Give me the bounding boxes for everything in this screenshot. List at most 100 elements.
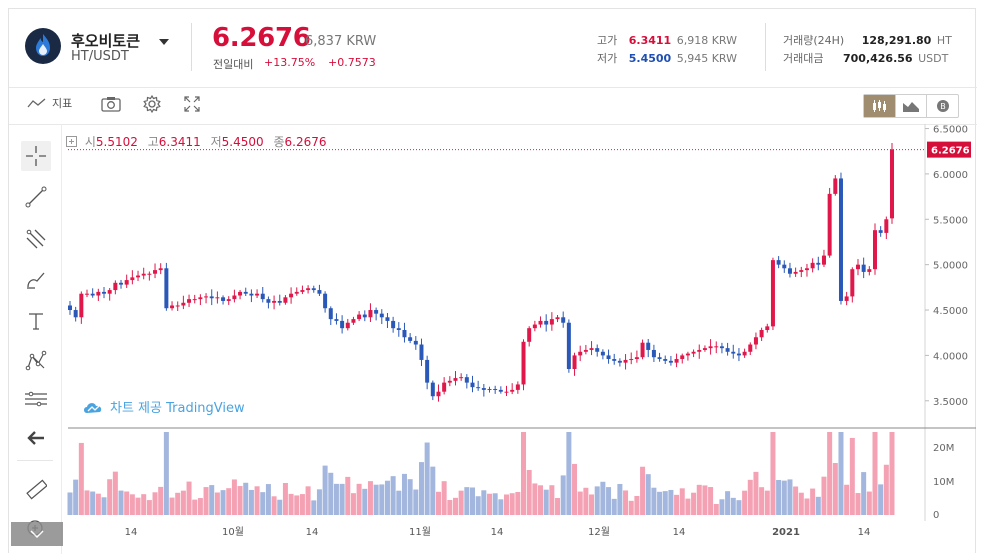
candle[interactable] <box>289 287 294 304</box>
candle[interactable] <box>566 319 571 373</box>
candle[interactable] <box>555 315 560 323</box>
candle[interactable] <box>306 285 311 294</box>
candle[interactable] <box>192 294 197 304</box>
candle[interactable] <box>646 338 651 358</box>
trendline-tool[interactable] <box>21 182 51 212</box>
candle[interactable] <box>606 349 611 364</box>
settings-button[interactable] <box>142 94 162 117</box>
candle[interactable] <box>833 175 838 196</box>
candle[interactable] <box>379 309 384 325</box>
candle[interactable] <box>725 342 730 356</box>
candle[interactable] <box>697 344 702 359</box>
candle[interactable] <box>651 344 656 362</box>
candle[interactable] <box>838 172 843 305</box>
candle[interactable] <box>782 260 787 273</box>
candle[interactable] <box>391 316 396 333</box>
candle[interactable] <box>96 288 101 301</box>
measure-tool[interactable] <box>21 384 51 414</box>
candle[interactable] <box>232 289 237 303</box>
candle[interactable] <box>141 267 146 280</box>
candle[interactable] <box>357 311 362 322</box>
candle[interactable] <box>204 293 209 304</box>
candle[interactable] <box>878 226 883 237</box>
candle[interactable] <box>113 280 118 295</box>
toolbar-collapse-button[interactable] <box>11 522 63 546</box>
candle[interactable] <box>600 349 605 360</box>
depth-view-button[interactable]: B <box>927 95 958 117</box>
candle[interactable] <box>617 358 622 367</box>
candle[interactable] <box>612 353 617 365</box>
candle[interactable] <box>119 279 124 289</box>
candle[interactable] <box>515 381 520 394</box>
candle[interactable] <box>498 386 503 394</box>
ruler-tool[interactable] <box>21 474 51 504</box>
candle[interactable] <box>770 257 775 330</box>
candle[interactable] <box>272 295 277 310</box>
candle[interactable] <box>260 287 265 303</box>
candle[interactable] <box>481 383 486 397</box>
candle[interactable] <box>283 295 288 305</box>
candle[interactable] <box>136 270 141 281</box>
text-tool[interactable] <box>21 306 51 336</box>
candle[interactable] <box>459 373 464 381</box>
candle[interactable] <box>328 306 333 326</box>
candle[interactable] <box>90 288 95 298</box>
candle[interactable] <box>810 258 815 273</box>
candle[interactable] <box>583 344 588 355</box>
candle[interactable] <box>578 345 583 362</box>
candle[interactable] <box>476 380 481 391</box>
candle[interactable] <box>742 348 747 358</box>
candle[interactable] <box>221 295 226 305</box>
candle[interactable] <box>595 344 600 357</box>
candle[interactable] <box>425 355 430 390</box>
candle[interactable] <box>464 374 469 389</box>
candle[interactable] <box>340 315 345 334</box>
candle[interactable] <box>629 352 634 365</box>
candle[interactable] <box>861 257 866 279</box>
candle[interactable] <box>187 294 192 307</box>
candle[interactable] <box>351 316 356 325</box>
candle[interactable] <box>714 341 719 354</box>
candle[interactable] <box>821 249 826 268</box>
candle[interactable] <box>181 295 186 310</box>
candle[interactable] <box>334 313 339 325</box>
candle[interactable] <box>255 289 260 299</box>
candle[interactable] <box>572 352 577 376</box>
candle[interactable] <box>153 263 158 279</box>
candle[interactable] <box>890 142 894 224</box>
ohlc-toggle-icon[interactable] <box>66 136 77 147</box>
candle[interactable] <box>691 349 696 358</box>
candle[interactable] <box>708 339 713 355</box>
candle[interactable] <box>731 344 736 359</box>
candle[interactable] <box>453 371 458 386</box>
candle[interactable] <box>175 301 180 312</box>
candle[interactable] <box>102 287 107 299</box>
candle[interactable] <box>442 377 447 395</box>
back-tool[interactable] <box>21 423 51 453</box>
candle[interactable] <box>294 287 299 296</box>
candle-view-button[interactable] <box>864 95 896 117</box>
candle[interactable] <box>79 291 84 324</box>
candle[interactable] <box>107 287 112 301</box>
candle[interactable] <box>510 383 515 395</box>
candle[interactable] <box>226 296 231 305</box>
candle[interactable] <box>362 310 367 322</box>
candle[interactable] <box>385 312 390 328</box>
candle[interactable] <box>844 291 849 306</box>
candle[interactable] <box>198 294 203 306</box>
candle[interactable] <box>685 351 690 361</box>
candle[interactable] <box>561 311 566 328</box>
candle[interactable] <box>130 270 135 285</box>
candle[interactable] <box>85 289 90 298</box>
candle[interactable] <box>872 223 877 275</box>
candle[interactable] <box>164 262 169 311</box>
candle[interactable] <box>311 285 316 293</box>
candle[interactable] <box>748 342 753 355</box>
candle[interactable] <box>549 312 554 331</box>
candle[interactable] <box>793 267 798 277</box>
candle[interactable] <box>787 262 792 278</box>
candle[interactable] <box>527 326 532 347</box>
candle[interactable] <box>317 284 322 296</box>
candle[interactable] <box>408 333 413 344</box>
